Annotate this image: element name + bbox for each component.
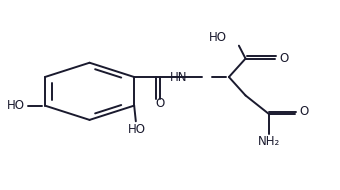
- Text: HN: HN: [170, 70, 188, 84]
- Text: HO: HO: [7, 99, 25, 112]
- Text: HO: HO: [209, 31, 227, 44]
- Text: NH₂: NH₂: [258, 135, 280, 148]
- Text: O: O: [299, 105, 308, 118]
- Text: O: O: [279, 52, 288, 65]
- Text: HO: HO: [128, 123, 146, 136]
- Text: O: O: [155, 97, 165, 110]
